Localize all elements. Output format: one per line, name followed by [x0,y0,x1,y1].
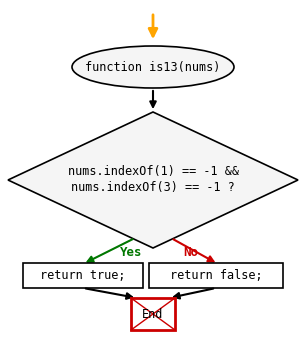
Text: nums.indexOf(1) == -1 &&: nums.indexOf(1) == -1 && [67,165,239,179]
Text: Yes: Yes [120,246,142,259]
Bar [149,263,283,288]
Polygon shape [8,112,298,248]
Bar [131,298,175,330]
Text: nums.indexOf(3) == -1 ?: nums.indexOf(3) == -1 ? [71,182,235,194]
Text: function is13(nums): function is13(nums) [85,61,221,73]
Text: No: No [184,246,199,259]
Text: return true;: return true; [40,269,126,282]
Text: return false;: return false; [170,269,262,282]
Text: End: End [142,307,164,320]
Ellipse shape [72,46,234,88]
Bar [23,263,143,288]
